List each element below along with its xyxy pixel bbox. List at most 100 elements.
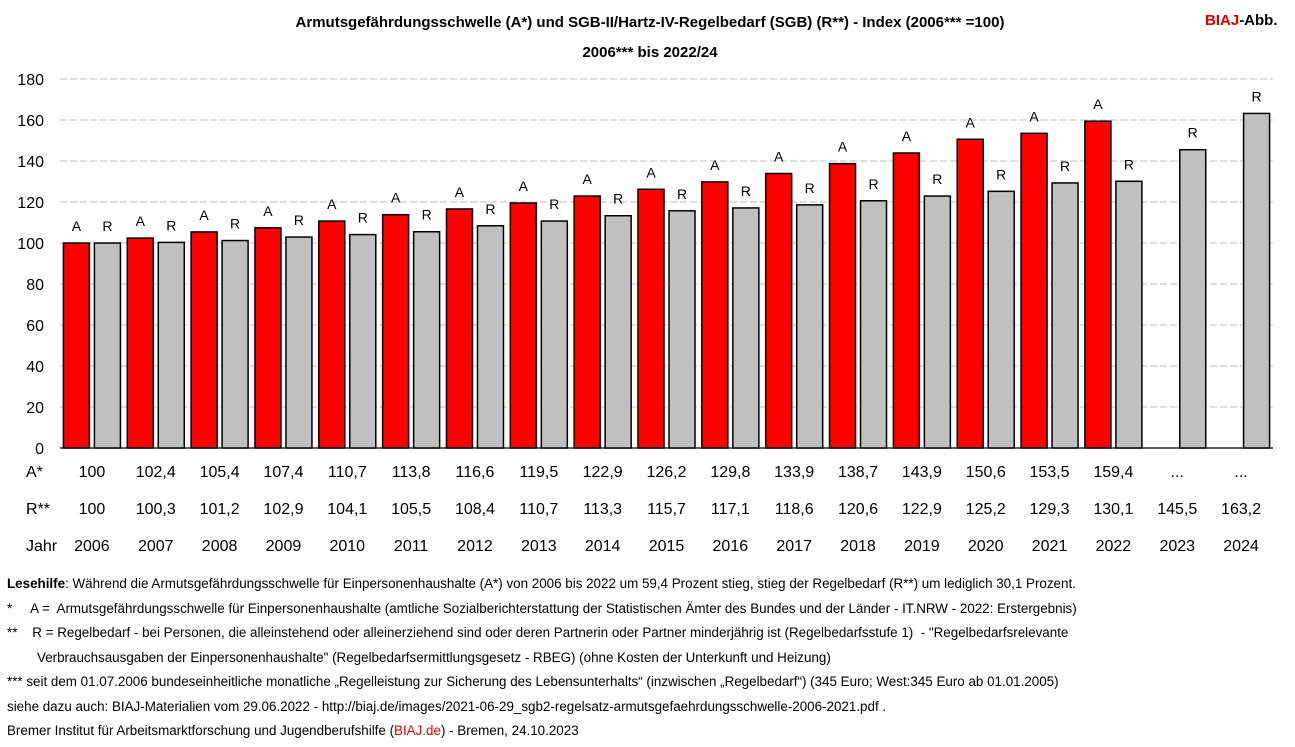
r-value-label: 117,1 <box>711 501 750 518</box>
reference-link: siehe dazu auch: BIAJ-Materialien vom 29… <box>7 698 887 714</box>
bar-r-letter: R <box>102 218 112 234</box>
lesehilfe-label: Lesehilfe <box>7 576 66 591</box>
bar-a-letter: A <box>519 178 529 194</box>
bar-r <box>349 233 377 449</box>
bar-a <box>126 237 155 449</box>
bar-r-letter: R <box>677 186 687 202</box>
bar-r <box>668 210 696 449</box>
y-tick-label: 40 <box>26 359 44 376</box>
r-value-label: 118,6 <box>775 501 814 518</box>
a-value-label: 116,6 <box>456 464 495 481</box>
year-label: 2006 <box>74 538 110 555</box>
row-label-r: R** <box>26 501 50 518</box>
y-tick-label: 60 <box>26 318 44 335</box>
bar-a-letter: A <box>455 184 465 200</box>
bar-a <box>637 188 665 449</box>
y-tick-label: 100 <box>17 236 44 253</box>
a-value-label: 105,4 <box>200 464 240 481</box>
a-value-label: 153,5 <box>1030 464 1070 481</box>
r-value-label: 102,9 <box>263 501 303 518</box>
bar-a-letter: A <box>1029 108 1039 124</box>
r-value-label: 145,5 <box>1157 501 1197 518</box>
bar-r <box>1115 180 1143 449</box>
a-value-label: 102,4 <box>136 464 176 481</box>
a-value-label: ... <box>1171 464 1184 481</box>
footnote-year: *** seit dem 01.07.2006 bundeseinheitlic… <box>7 674 1059 689</box>
bar-r-letter: R <box>485 201 495 217</box>
a-value-label: 110,7 <box>328 464 367 481</box>
bar-r <box>221 239 249 449</box>
year-label: 2008 <box>202 538 238 555</box>
bar-a-letter: A <box>263 203 273 219</box>
a-value-label: 159,4 <box>1093 464 1133 481</box>
bar-a <box>573 195 601 449</box>
a-value-label: 150,6 <box>966 464 1006 481</box>
a-value-label: 100 <box>79 464 106 481</box>
bar-a <box>764 172 793 449</box>
bar-r-letter: R <box>294 212 304 228</box>
year-label: 2021 <box>1032 538 1068 555</box>
bar-r-letter: R <box>1124 156 1134 172</box>
lesehilfe: Lesehilfe: Während die Armutsgefährdungs… <box>7 572 1292 597</box>
bar-a <box>445 208 474 449</box>
footnote-a: * A = Armutsgefährdungsschwelle für Einp… <box>7 600 1077 616</box>
chart-subtitle: 2006*** bis 2022/24 <box>582 44 718 61</box>
bar-a-letter: A <box>582 171 592 187</box>
year-label: 2014 <box>585 538 621 555</box>
year-label: 2009 <box>266 538 302 555</box>
year-label: 2019 <box>904 538 940 555</box>
bar-r-letter: R <box>1252 88 1262 104</box>
a-value-label: ... <box>1234 464 1247 481</box>
brand-suffix: -Abb. <box>1239 12 1278 29</box>
bar-r <box>285 236 313 449</box>
bar-r <box>923 195 952 449</box>
bar-r-letter: R <box>422 207 432 223</box>
bar-r-letter: R <box>230 216 240 232</box>
y-tick-label: 160 <box>17 113 44 130</box>
bar-chart: 0 20 40 60 80 100 120 140 160 180 A R 100 100 2006 A R 10… <box>17 72 1273 555</box>
r-value-label: 108,4 <box>455 501 495 518</box>
year-label: 2020 <box>968 538 1004 555</box>
bar-r <box>732 207 760 449</box>
r-value-label: 104,1 <box>327 501 367 518</box>
a-value-label: 107,4 <box>263 464 303 481</box>
bar-r <box>540 220 569 449</box>
year-label: 2018 <box>840 538 876 555</box>
year-label: 2023 <box>1159 538 1195 555</box>
bar-a-letter: A <box>646 164 656 180</box>
bar-a <box>381 213 410 449</box>
bar-a-letter: A <box>838 139 848 155</box>
bar-a <box>318 220 346 449</box>
bar-r <box>1242 112 1271 449</box>
bar-a-letter: A <box>391 190 401 206</box>
a-value-label: 138,7 <box>838 464 878 481</box>
source-text: Bremer Institut für Arbeitsmarktforschun… <box>7 723 395 738</box>
bar-a <box>1084 120 1112 449</box>
r-value-label: 120,6 <box>838 501 878 518</box>
bar-a <box>1020 132 1048 449</box>
source-link[interactable]: BIAJ.de <box>394 723 441 738</box>
brand-biaj: BIAJ <box>1205 12 1240 29</box>
year-label: 2007 <box>138 538 174 555</box>
r-value-label: 110,7 <box>519 501 558 518</box>
bar-a-letter: A <box>710 157 720 173</box>
bar-r <box>1178 148 1207 449</box>
lesehilfe-text: : Während die Armutsgefährdungsschwelle … <box>65 576 1076 591</box>
bar-r-letter: R <box>166 217 176 233</box>
bar-a-letter: A <box>72 218 82 234</box>
bar-a <box>701 181 729 449</box>
y-tick-label: 140 <box>17 154 44 171</box>
notes: Lesehilfe: Während die Armutsgefährdungs… <box>7 572 1292 744</box>
r-value-label: 105,5 <box>391 501 431 518</box>
bar-r <box>412 230 441 449</box>
r-value-label: 163,2 <box>1221 501 1261 518</box>
r-value-label: 130,1 <box>1093 501 1133 518</box>
bar-r-letter: R <box>1060 158 1070 174</box>
bar-r-letter: R <box>932 171 942 187</box>
bar-a-letter: A <box>774 149 784 165</box>
bar-a-letter: A <box>966 114 976 130</box>
r-value-label: 115,7 <box>647 501 686 518</box>
r-value-label: 122,9 <box>902 501 942 518</box>
bar-a <box>62 242 91 449</box>
bar-a <box>956 138 984 449</box>
